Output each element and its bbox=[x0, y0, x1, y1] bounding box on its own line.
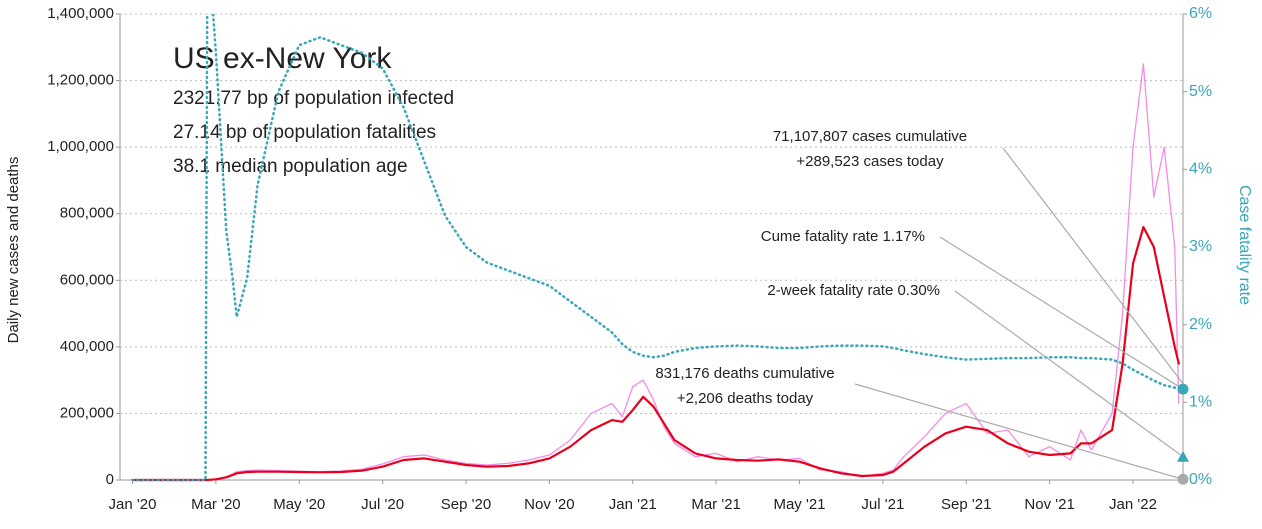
y-tick-label: 1,000,000 bbox=[47, 138, 114, 155]
y-tick-label: 400,000 bbox=[60, 338, 114, 355]
leader-line bbox=[854, 383, 1184, 480]
annotation: 831,176 deaths cumulative bbox=[655, 365, 834, 382]
y2-tick-label: 4% bbox=[1189, 161, 1212, 178]
x-tick-label: Jul '20 bbox=[361, 496, 404, 513]
x-tick-label: Jan '20 bbox=[109, 496, 157, 513]
y2-tick-label: 0% bbox=[1189, 471, 1212, 488]
y-tick-label: 0 bbox=[106, 471, 114, 488]
y-tick-label: 600,000 bbox=[60, 271, 114, 288]
annotation: +2,206 deaths today bbox=[677, 390, 814, 407]
annotation: +289,523 cases today bbox=[796, 153, 944, 170]
y-tick-label: 1,200,000 bbox=[47, 72, 114, 89]
subtitle: 38.1 median population age bbox=[173, 156, 408, 177]
x-tick-label: Sep '20 bbox=[441, 496, 491, 513]
x-tick-label: Sep '21 bbox=[941, 496, 991, 513]
x-tick-label: Jul '21 bbox=[861, 496, 904, 513]
x-tick-label: Jan '22 bbox=[1109, 496, 1157, 513]
x-tick-label: May '20 bbox=[273, 496, 325, 513]
y-tick-label: 200,000 bbox=[60, 404, 114, 421]
x-tick-label: May '21 bbox=[773, 496, 825, 513]
annotation: Cume fatality rate 1.17% bbox=[761, 228, 925, 245]
y-tick-label: 1,400,000 bbox=[47, 5, 114, 22]
leader-line bbox=[939, 236, 1184, 390]
y2-tick-label: 6% bbox=[1189, 5, 1212, 22]
leader-line bbox=[1002, 147, 1184, 384]
subtitle: 2321.77 bp of population infected bbox=[173, 88, 454, 109]
series-line bbox=[131, 225, 1180, 482]
y2-tick-label: 5% bbox=[1189, 83, 1212, 100]
annotation: 71,107,807 cases cumulative bbox=[773, 128, 967, 145]
marker bbox=[1177, 450, 1189, 462]
y2-axis-label: Case fatality rate bbox=[1236, 185, 1253, 305]
marker bbox=[1177, 473, 1189, 485]
series-line bbox=[131, 14, 1181, 482]
series-line bbox=[131, 63, 1180, 481]
y-tick-label: 800,000 bbox=[60, 205, 114, 222]
y2-tick-label: 3% bbox=[1189, 238, 1212, 255]
y-axis-label: Daily new cases and deaths bbox=[5, 157, 22, 344]
subtitle: 27.14 bp of population fatalities bbox=[173, 122, 436, 143]
x-tick-label: Nov '20 bbox=[524, 496, 574, 513]
marker bbox=[1177, 383, 1189, 395]
annotation: 2-week fatality rate 0.30% bbox=[767, 282, 940, 299]
x-tick-label: Mar '21 bbox=[691, 496, 741, 513]
x-tick-label: Mar '20 bbox=[191, 496, 241, 513]
x-tick-label: Jan '21 bbox=[609, 496, 657, 513]
y2-tick-label: 1% bbox=[1189, 394, 1212, 411]
leader-line bbox=[954, 290, 1184, 458]
y2-tick-label: 2% bbox=[1189, 316, 1212, 333]
plot-area bbox=[131, 14, 1181, 482]
chart-title: US ex-New York bbox=[173, 42, 392, 75]
x-tick-label: Nov '21 bbox=[1024, 496, 1074, 513]
